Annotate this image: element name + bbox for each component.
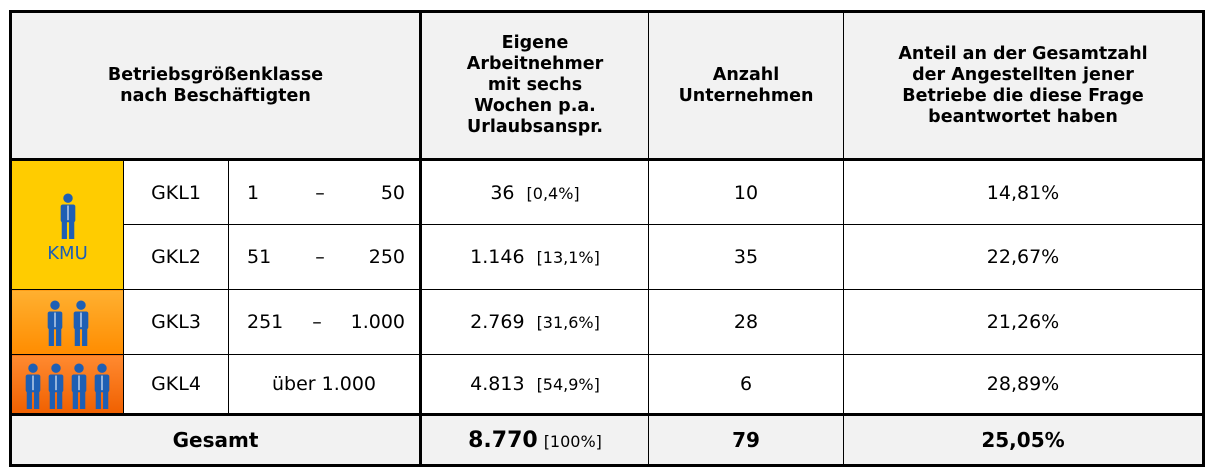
kmu-label: KMU bbox=[47, 242, 88, 264]
data-table: Betriebsgrößenklasse nach Beschäftigten … bbox=[9, 10, 1205, 467]
cell: 22,67% bbox=[843, 224, 1204, 290]
cell: 35 bbox=[648, 224, 845, 290]
cell: 21,26% bbox=[843, 289, 1204, 355]
text: 1 bbox=[247, 181, 260, 204]
text: 1.000 bbox=[350, 311, 406, 333]
person-icons bbox=[46, 300, 89, 346]
header-cell: Anteil an der Gesamtzahl der Angestellte… bbox=[843, 11, 1204, 161]
icon-cell: KMU bbox=[10, 159, 124, 290]
text: 1.146 bbox=[470, 246, 525, 268]
person-icons bbox=[24, 363, 110, 409]
cell: GKL3 bbox=[123, 289, 229, 355]
cell: 25,05% bbox=[843, 413, 1204, 466]
row: GKL4 über 1.000 4.813 [54,9%] 6 28,89% bbox=[10, 354, 1204, 415]
text: – bbox=[315, 246, 325, 268]
cell: 28 bbox=[648, 289, 845, 355]
cell: 14,81% bbox=[843, 159, 1204, 225]
cell: 2.769 [31,6%] bbox=[419, 289, 650, 355]
cell: GKL1 bbox=[123, 159, 229, 225]
text: [100%] bbox=[543, 431, 602, 451]
header-cell: Anzahl Unternehmen bbox=[648, 11, 845, 161]
cell: 4.813 [54,9%] bbox=[419, 354, 650, 415]
text: 36 bbox=[490, 181, 515, 204]
text: 50 bbox=[380, 181, 405, 204]
cell: GKL4 bbox=[123, 354, 229, 415]
header-row: Betriebsgrößenklasse nach Beschäftigten … bbox=[9, 11, 1204, 161]
cell: 1 – 50 bbox=[227, 159, 422, 225]
text: [0,4%] bbox=[526, 183, 580, 203]
cell: 10 bbox=[648, 159, 845, 225]
row: KMU GKL1 1 – 50 36 [0,4%] 10 14,81% bbox=[10, 159, 1204, 290]
cell: GKL2 bbox=[123, 224, 229, 290]
cell: 51 – 250 bbox=[227, 224, 422, 290]
text: 251 bbox=[247, 311, 284, 333]
text: [31,6%] bbox=[536, 313, 600, 332]
total-row: Gesamt 8.770 [100%] 79 25,05% bbox=[9, 413, 1204, 466]
cell: 1.146 [13,1%] bbox=[419, 224, 650, 290]
cell: 6 bbox=[648, 354, 845, 415]
icon-cell bbox=[10, 289, 124, 355]
text: – bbox=[315, 181, 325, 204]
cell: 79 bbox=[648, 413, 845, 466]
person-icon bbox=[57, 193, 79, 239]
text: 51 bbox=[247, 246, 272, 268]
text: [13,1%] bbox=[536, 248, 600, 267]
header-cell: Eigene Arbeitnehmer mit sechs Wochen p.a… bbox=[419, 11, 650, 161]
cell: 28,89% bbox=[843, 354, 1204, 415]
text: 4.813 bbox=[470, 373, 525, 395]
text: [54,9%] bbox=[536, 375, 600, 394]
cell: 251 – 1.000 bbox=[227, 289, 422, 355]
cell: Gesamt bbox=[9, 413, 422, 466]
cell: 8.770 [100%] bbox=[419, 413, 650, 466]
icon-cell bbox=[10, 354, 124, 415]
row: GKL3 251 – 1.000 2.769 [31,6%] 28 21,26% bbox=[10, 289, 1204, 355]
row: GKL2 51 – 250 1.146 [13,1%] 35 22,67% bbox=[11, 224, 1204, 290]
header-cell: Betriebsgrößenklasse nach Beschäftigten bbox=[9, 11, 422, 161]
text: 2.769 bbox=[470, 311, 525, 333]
cell: 36 [0,4%] bbox=[419, 159, 650, 225]
text: – bbox=[312, 311, 322, 333]
cell: über 1.000 bbox=[227, 354, 422, 415]
text: 8.770 bbox=[468, 427, 538, 453]
text: 250 bbox=[368, 246, 406, 268]
